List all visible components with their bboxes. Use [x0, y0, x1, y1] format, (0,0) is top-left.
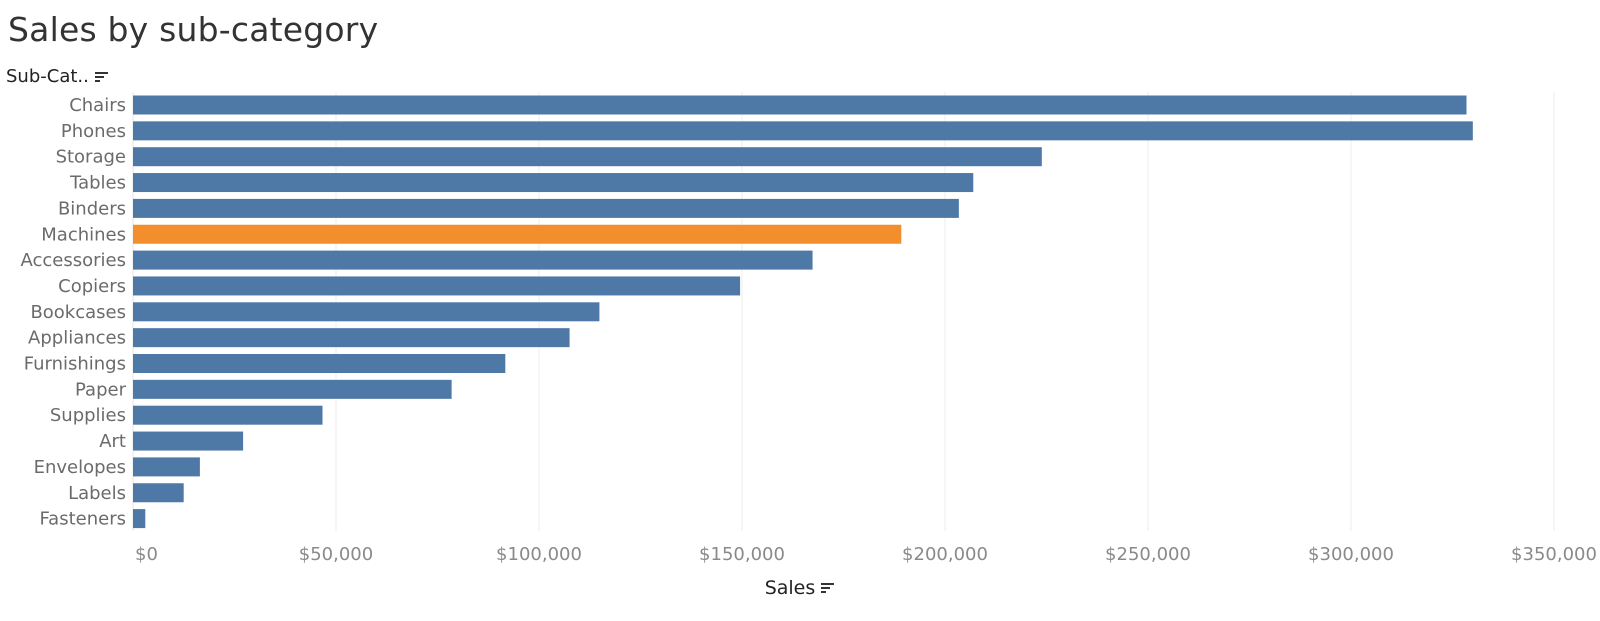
category-label[interactable]: Fasteners	[39, 509, 126, 530]
category-label[interactable]: Copiers	[58, 276, 126, 297]
bar-accessories[interactable]	[133, 250, 813, 270]
x-tick-label: $0	[135, 544, 158, 565]
bar-fasteners[interactable]	[133, 509, 146, 529]
bar-storage[interactable]	[133, 147, 1042, 167]
x-tick-labels: $0 $50,000 $100,000 $150,000 $200,000 $250,00…	[135, 544, 1597, 565]
bar-copiers[interactable]	[133, 276, 741, 296]
bar-machines[interactable]	[133, 224, 902, 244]
x-tick-label: $250,000	[1105, 544, 1191, 565]
category-label[interactable]: Chairs	[69, 95, 126, 116]
category-labels: Chairs Phones Storage Tables Binders Machines…	[21, 95, 127, 530]
bar-tables[interactable]	[133, 173, 974, 193]
bars	[133, 95, 1473, 529]
bar-furnishings[interactable]	[133, 354, 506, 373]
bar-paper[interactable]	[133, 379, 452, 399]
x-tick-label: $300,000	[1308, 544, 1394, 565]
sort-descending-icon[interactable]	[94, 71, 109, 83]
category-label[interactable]: Bookcases	[30, 302, 126, 323]
x-tick-label: $350,000	[1511, 544, 1597, 565]
category-label[interactable]: Storage	[56, 147, 126, 168]
x-tick-label: $150,000	[699, 544, 785, 565]
category-label[interactable]: Art	[99, 431, 126, 452]
x-tick-label: $200,000	[902, 544, 988, 565]
bar-phones[interactable]	[133, 121, 1473, 141]
x-tick-label: $100,000	[496, 544, 582, 565]
category-label[interactable]: Accessories	[21, 250, 127, 271]
bar-labels[interactable]	[133, 483, 184, 503]
category-label[interactable]: Binders	[58, 198, 126, 219]
x-tick-label: $50,000	[299, 544, 373, 565]
category-label[interactable]: Envelopes	[34, 457, 126, 478]
category-label[interactable]: Machines	[41, 224, 126, 245]
category-label[interactable]: Appliances	[28, 328, 126, 349]
bar-chairs[interactable]	[133, 95, 1467, 115]
bar-envelopes[interactable]	[133, 457, 200, 477]
chart-title: Sales by sub-category	[8, 10, 379, 49]
x-axis-label: Sales	[764, 577, 816, 599]
bar-supplies[interactable]	[133, 405, 323, 425]
x-axis-title[interactable]: Sales	[765, 577, 836, 599]
category-label[interactable]: Phones	[61, 121, 126, 142]
sort-descending-icon[interactable]	[821, 582, 835, 594]
category-label[interactable]: Supplies	[50, 405, 126, 426]
category-label[interactable]: Labels	[68, 483, 126, 504]
row-header-label: Sub-Cat..	[6, 66, 89, 87]
category-label[interactable]: Furnishings	[24, 354, 126, 375]
bar-bookcases[interactable]	[133, 302, 600, 322]
bar-binders[interactable]	[133, 198, 959, 218]
row-header-sub-category[interactable]: Sub-Cat..	[6, 66, 109, 87]
x-axis-title-container: Sales	[0, 577, 1600, 599]
category-label[interactable]: Tables	[69, 173, 126, 194]
bar-appliances[interactable]	[133, 328, 570, 348]
bar-art[interactable]	[133, 431, 244, 451]
category-label[interactable]: Paper	[75, 379, 127, 400]
